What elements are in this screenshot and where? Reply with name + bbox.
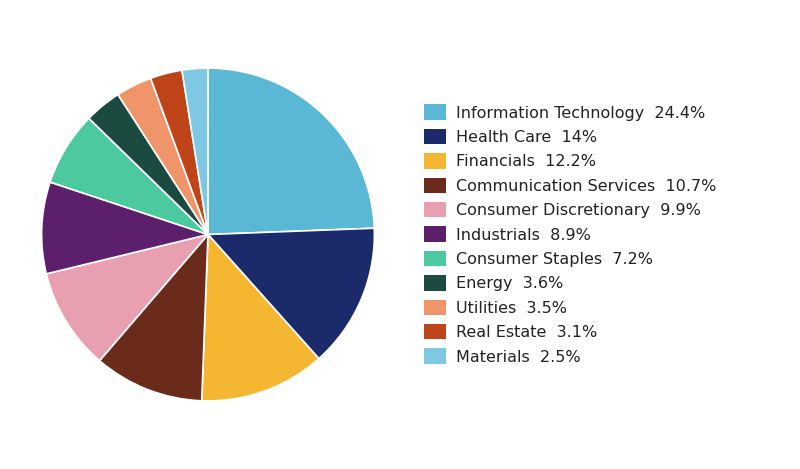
Wedge shape: [50, 118, 208, 234]
Wedge shape: [89, 95, 208, 234]
Wedge shape: [208, 228, 374, 359]
Legend: Information Technology  24.4%, Health Care  14%, Financials  12.2%, Communicatio: Information Technology 24.4%, Health Car…: [424, 105, 716, 364]
Wedge shape: [118, 78, 208, 234]
Wedge shape: [202, 234, 319, 401]
Wedge shape: [99, 234, 208, 401]
Wedge shape: [42, 182, 208, 274]
Wedge shape: [208, 68, 374, 234]
Wedge shape: [150, 70, 208, 234]
Wedge shape: [182, 68, 208, 234]
Wedge shape: [46, 234, 208, 361]
